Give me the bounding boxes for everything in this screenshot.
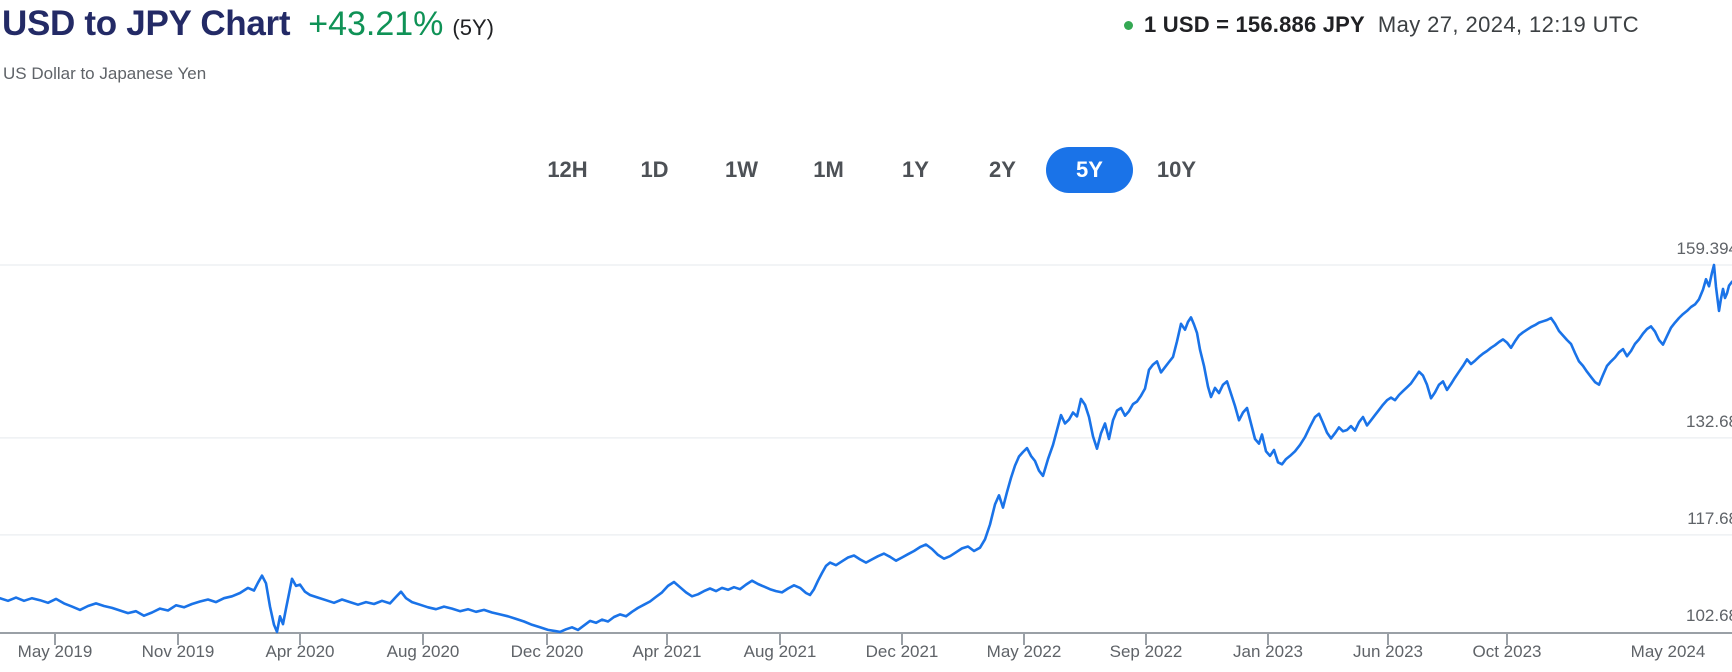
x-axis-label: Aug 2021 [743, 642, 817, 661]
gridlines [0, 264, 1732, 536]
change-period: (5Y) [452, 15, 494, 40]
range-selector: 12H 1D 1W 1M 1Y 2Y 5Y 10Y [524, 147, 1220, 193]
change-percent: +43.21% [308, 5, 444, 43]
y-axis-label: 132.68 [1686, 412, 1732, 431]
range-button-10y[interactable]: 10Y [1133, 147, 1220, 193]
range-button-2y[interactable]: 2Y [959, 147, 1046, 193]
x-axis-label: Jan 2023 [1233, 642, 1303, 661]
x-axis-label: Nov 2019 [141, 642, 215, 661]
current-rate: 1 USD = 156.886 JPY [1144, 12, 1365, 37]
x-axis-label: May 2022 [986, 642, 1062, 661]
x-axis-label: Jun 2023 [1353, 642, 1423, 661]
header-title-row: USD to JPY Chart +43.21% (5Y) [2, 4, 494, 44]
y-axis-label: 159.394 [1676, 239, 1732, 258]
quote-timestamp: May 27, 2024, 12:19 UTC [1377, 12, 1640, 37]
live-quote: 1 USD = 156.886 JPY May 27, 2024, 12:19 … [1124, 12, 1639, 38]
y-axis-label: 117.68 [1687, 509, 1732, 528]
range-button-1m[interactable]: 1M [785, 147, 872, 193]
x-axis-label: Dec 2021 [865, 642, 939, 661]
page-title: USD to JPY Chart [2, 4, 291, 43]
x-axis-label: May 2024 [1630, 642, 1706, 661]
x-axis-label: Oct 2023 [1472, 642, 1542, 661]
x-axis-label: May 2019 [17, 642, 93, 661]
range-button-5y[interactable]: 5Y [1046, 147, 1133, 193]
y-axis-label: 102.68 [1686, 606, 1732, 625]
range-button-12h[interactable]: 12H [524, 147, 611, 193]
subtitle: US Dollar to Japanese Yen [3, 64, 207, 83]
range-button-1d[interactable]: 1D [611, 147, 698, 193]
x-axis-label: Sep 2022 [1109, 642, 1183, 661]
x-axis-ticks [54, 634, 1508, 645]
price-line[interactable] [0, 263, 1732, 634]
x-axis-label: Apr 2021 [632, 642, 702, 661]
x-axis-label: Dec 2020 [510, 642, 584, 661]
live-status-dot-icon [1124, 20, 1133, 30]
x-axis-label: Aug 2020 [386, 642, 460, 661]
x-axis-label: Apr 2020 [265, 642, 335, 661]
range-button-1w[interactable]: 1W [698, 147, 785, 193]
range-button-1y[interactable]: 1Y [872, 147, 959, 193]
